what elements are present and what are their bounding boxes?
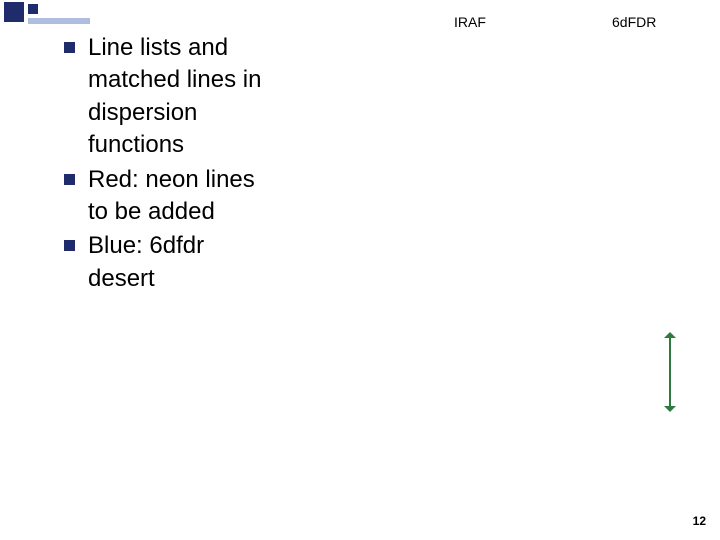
list-item: Blue: 6dfdr desert bbox=[64, 230, 264, 295]
corner-decoration bbox=[0, 0, 90, 36]
page-number: 12 bbox=[693, 514, 706, 528]
list-item: Line lists and matched lines in dispersi… bbox=[64, 32, 264, 162]
bullet-list: Line lists and matched lines in dispersi… bbox=[64, 32, 264, 297]
bullet-text: Blue: 6dfdr desert bbox=[88, 232, 204, 291]
arrow-head-up-icon bbox=[664, 332, 676, 338]
deco-big-square bbox=[4, 2, 24, 22]
arrow-head-down-icon bbox=[664, 406, 676, 412]
column-header-6dfdr: 6dFDR bbox=[612, 14, 656, 30]
bullet-text: Line lists and matched lines in dispersi… bbox=[88, 34, 261, 158]
range-arrow bbox=[664, 332, 676, 412]
column-header-iraf: IRAF bbox=[454, 14, 486, 30]
bullet-text: Red: neon lines to be added bbox=[88, 166, 255, 225]
arrow-shaft bbox=[669, 338, 671, 406]
deco-bar bbox=[28, 18, 90, 24]
list-item: Red: neon lines to be added bbox=[64, 164, 264, 229]
deco-small-square bbox=[28, 4, 38, 14]
